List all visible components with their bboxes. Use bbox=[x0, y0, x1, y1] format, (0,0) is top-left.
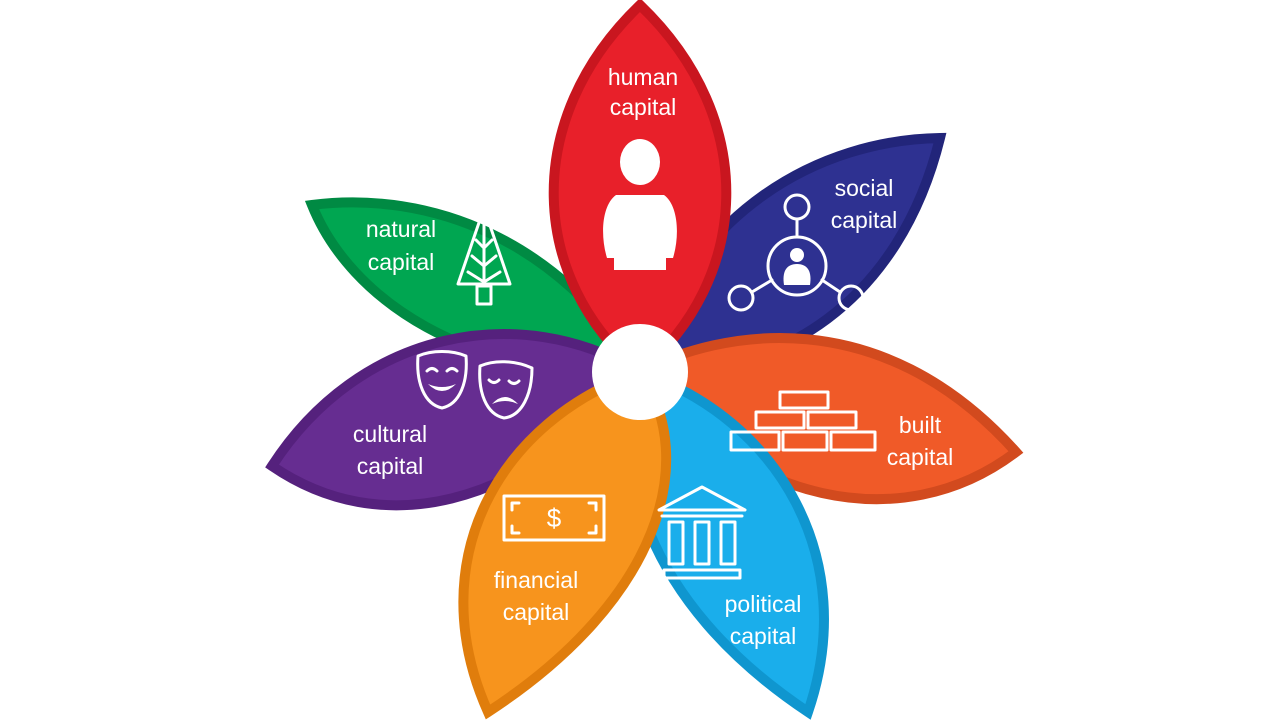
label-line-2: capital bbox=[503, 599, 569, 625]
label-line-2: capital bbox=[368, 249, 434, 275]
government-building-icon bbox=[657, 485, 747, 580]
bill-symbol: $ bbox=[547, 503, 562, 533]
label-line-1: social bbox=[835, 175, 894, 201]
dollar-bill-icon: $ bbox=[502, 494, 606, 542]
label-financial-capital: financial capital bbox=[494, 567, 578, 625]
label-line-2: capital bbox=[610, 94, 676, 120]
center-circle bbox=[592, 324, 688, 420]
label-line-2: capital bbox=[357, 453, 423, 479]
label-social-capital: social capital bbox=[831, 175, 897, 233]
label-line-1: financial bbox=[494, 567, 578, 593]
label-cultural-capital: cultural capital bbox=[353, 421, 427, 479]
label-human-capital: human capital bbox=[608, 64, 678, 120]
label-line-2: capital bbox=[730, 623, 796, 649]
theater-masks-icon bbox=[416, 350, 534, 420]
label-line-2: capital bbox=[887, 444, 953, 470]
label-line-1: built bbox=[899, 412, 942, 438]
bricks-icon bbox=[729, 390, 877, 452]
petal-human-capital bbox=[548, 0, 732, 379]
label-political-capital: political capital bbox=[725, 591, 802, 649]
label-natural-capital: natural capital bbox=[366, 216, 436, 275]
label-line-2: capital bbox=[831, 207, 897, 233]
petal-financial-capital bbox=[458, 366, 672, 720]
label-line-1: political bbox=[725, 591, 802, 617]
tree-icon bbox=[456, 206, 512, 306]
label-line-1: natural bbox=[366, 216, 436, 242]
label-line-1: human bbox=[608, 64, 678, 90]
person-icon bbox=[603, 139, 677, 270]
label-built-capital: built capital bbox=[887, 412, 953, 470]
label-line-1: cultural bbox=[353, 421, 427, 447]
network-icon bbox=[727, 193, 865, 312]
